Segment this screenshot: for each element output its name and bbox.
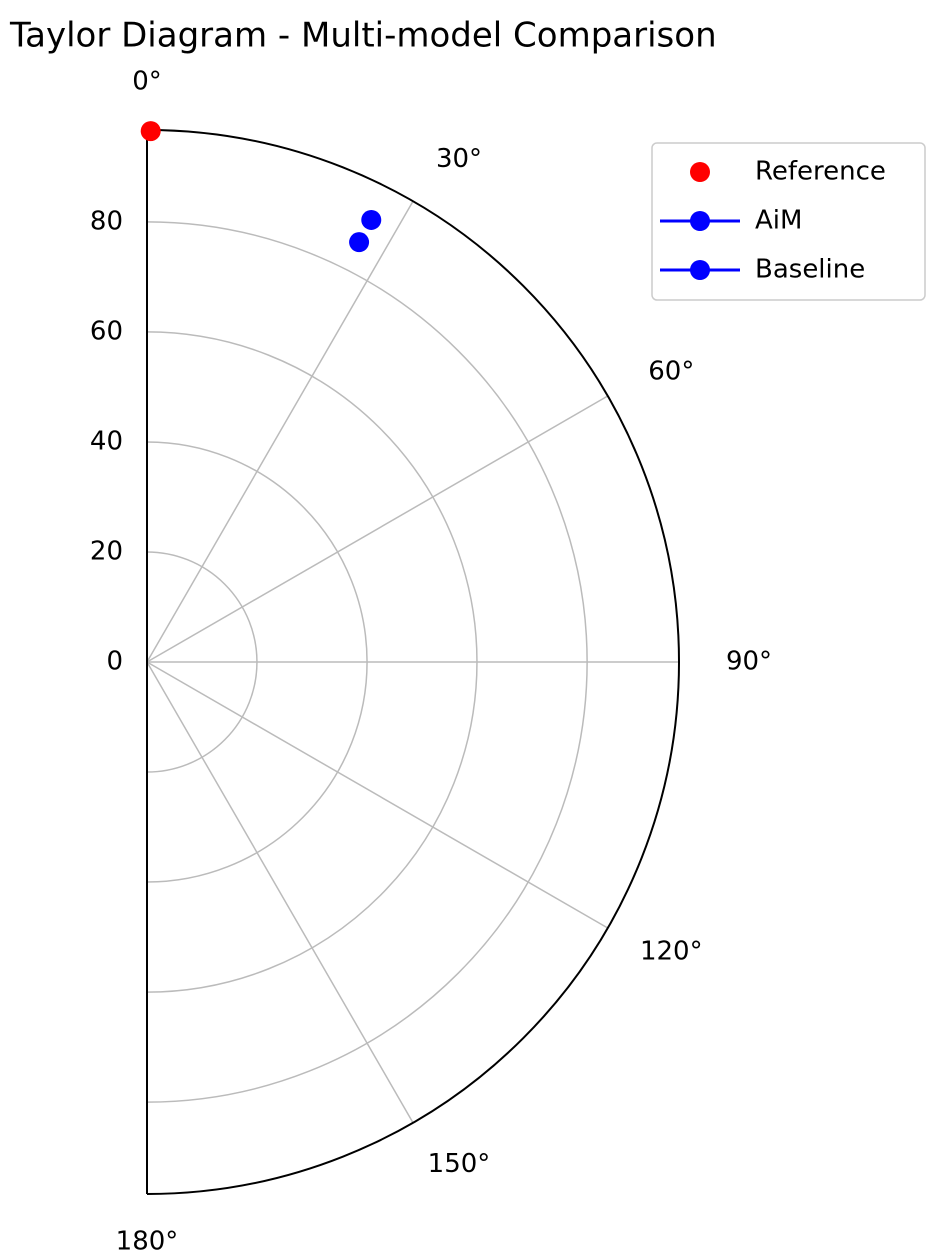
point — [361, 209, 382, 230]
point — [349, 232, 370, 253]
theta-tick-label: 0° — [132, 67, 162, 97]
r-tick-label: 0 — [106, 647, 123, 677]
grid-spoke — [146, 200, 414, 663]
theta-tick-label: 60° — [648, 357, 694, 387]
point — [140, 121, 161, 142]
legend-marker — [690, 260, 710, 280]
theta-tick-label: 90° — [726, 647, 772, 677]
theta-tick-label: 120° — [640, 937, 703, 967]
outer-spine — [146, 129, 680, 1195]
r-tick-label: 80 — [90, 206, 123, 236]
r-tick-label: 60 — [90, 316, 123, 346]
grid-spoke — [146, 661, 414, 1124]
r-tick-label: 20 — [90, 536, 123, 566]
legend-marker — [690, 211, 710, 231]
theta-tick-label: 180° — [116, 1227, 179, 1257]
chart-title: Taylor Diagram - Multi-model Comparison — [9, 16, 717, 56]
legend-label: Reference — [755, 157, 886, 187]
grid-spoke — [146, 395, 609, 663]
theta-tick-label: 150° — [428, 1149, 491, 1179]
legend-marker — [690, 162, 710, 182]
grid-spoke — [146, 661, 609, 929]
legend-label: AiM — [755, 206, 802, 236]
legend-label: Baseline — [755, 255, 865, 285]
r-tick-label: 40 — [90, 426, 123, 456]
theta-tick-label: 30° — [436, 144, 482, 174]
legend-box — [651, 142, 926, 301]
